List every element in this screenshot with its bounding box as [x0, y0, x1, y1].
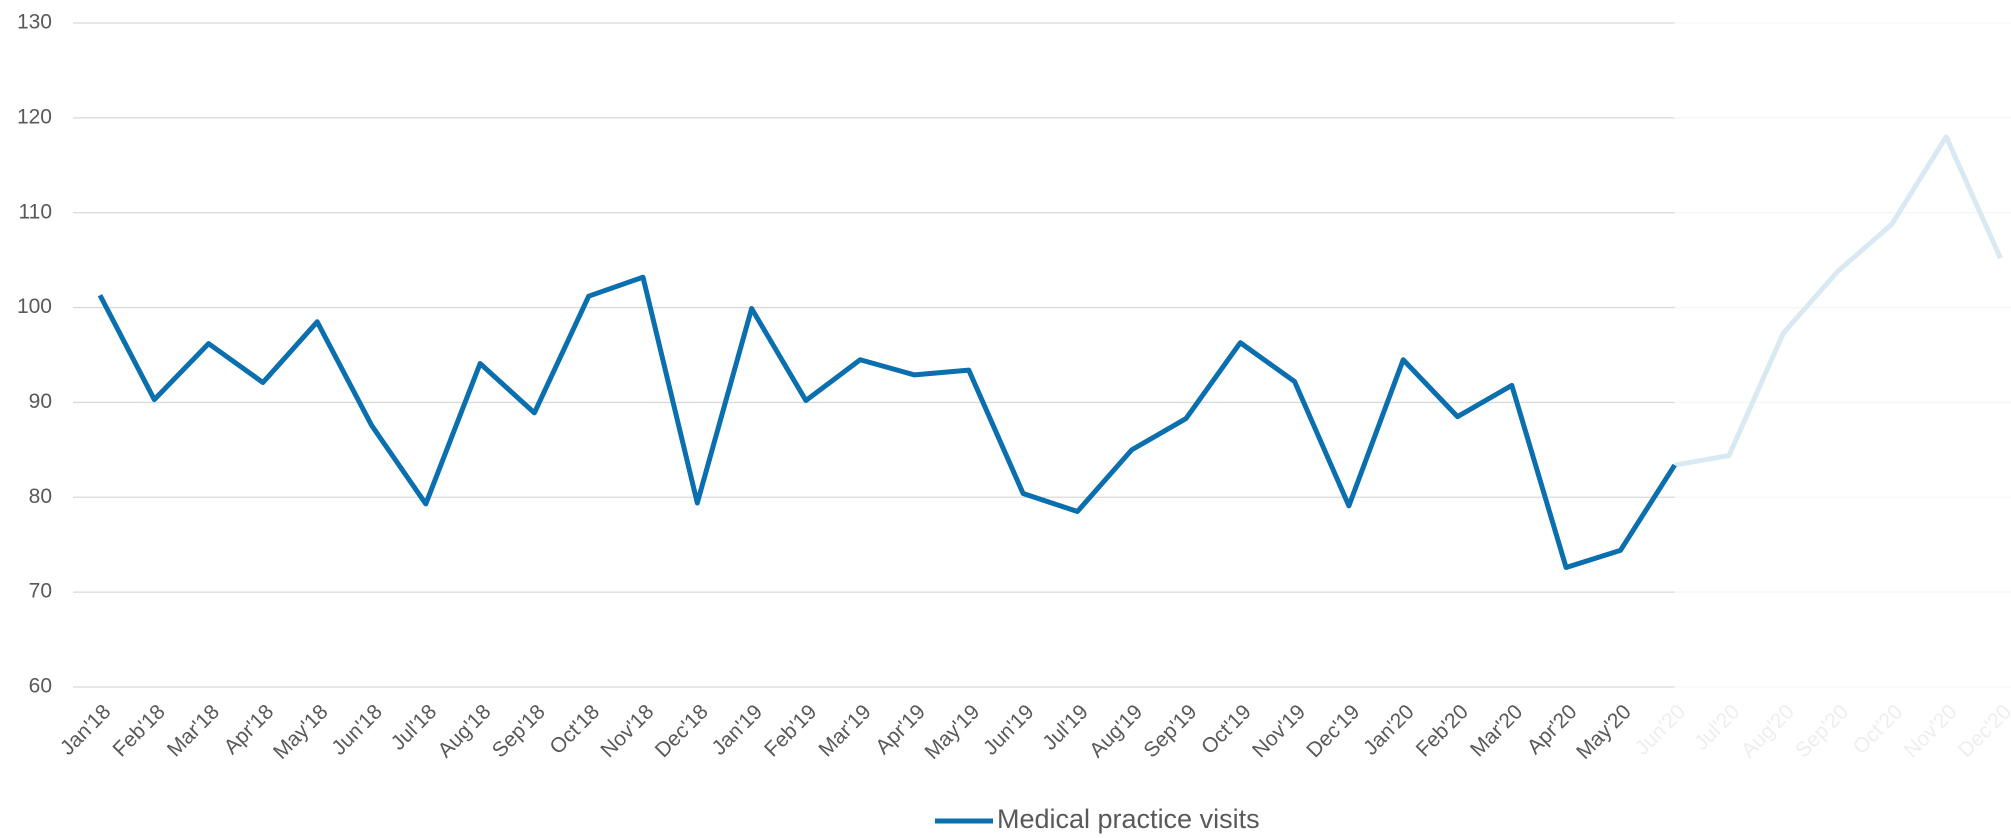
- x-tick-label: Oct'20: [1849, 700, 1908, 759]
- x-tick-label: Sep'19: [1139, 700, 1201, 762]
- x-tick-label: Sep'20: [1791, 700, 1853, 762]
- x-tick-label: Jun'18: [327, 700, 387, 760]
- x-tick-label: Dec'20: [1954, 700, 2011, 762]
- x-tick-label: Mar'20: [1466, 700, 1527, 761]
- y-tick-label: 90: [29, 390, 52, 413]
- line: [97, 274, 1677, 570]
- y-tick-label: 70: [29, 580, 52, 603]
- x-tick-label: Oct'19: [1197, 700, 1256, 759]
- x-tick-label: Feb'19: [760, 700, 821, 761]
- x-tick-label: May'18: [269, 700, 333, 764]
- y-tick-label: 80: [29, 485, 52, 508]
- x-tick-label: Apr'19: [871, 700, 930, 759]
- x-tick-label: Aug'20: [1737, 700, 1799, 762]
- y-tick-label: 100: [17, 295, 52, 318]
- x-tick-label: Mar'18: [163, 700, 224, 761]
- y-tick-label: 110: [19, 200, 52, 223]
- y-tick-label: 120: [17, 105, 52, 128]
- x-tick-label: Sep'18: [488, 700, 550, 762]
- x-tick-label: Apr'20: [1523, 700, 1582, 759]
- y-tick-label: 130: [17, 11, 52, 34]
- x-tick-label: Mar'19: [814, 700, 875, 761]
- x-tick-label: Jan'19: [707, 700, 767, 760]
- x-tick-label: May'20: [1572, 700, 1636, 764]
- x-tick-label: May'19: [921, 700, 985, 764]
- x-tick-label: Jan'18: [56, 700, 116, 760]
- x-tick-label: Dec'19: [1302, 700, 1364, 762]
- legend-label: Medical practice visits: [997, 804, 1260, 834]
- y-tick-label: 60: [29, 675, 52, 698]
- x-tick-label: Dec'18: [651, 700, 713, 762]
- x-tick-label: Nov'18: [596, 700, 658, 762]
- x-tick-label: Jun'20: [1631, 700, 1691, 760]
- x-tick-label: Nov'20: [1900, 700, 1962, 762]
- x-tick-label: Feb'20: [1412, 700, 1473, 761]
- x-tick-label: Nov'19: [1248, 700, 1310, 762]
- x-tick-label: Feb'18: [109, 700, 170, 761]
- x-tick-label: Jan'20: [1359, 700, 1419, 760]
- x-tick-label: Apr'18: [220, 700, 279, 759]
- x-tick-label: Aug'19: [1085, 700, 1147, 762]
- x-tick-label: Oct'18: [545, 700, 604, 759]
- line-faded: [1674, 134, 2003, 468]
- x-tick-label: Aug'18: [434, 700, 496, 762]
- x-tick-label: Jun'19: [979, 700, 1039, 760]
